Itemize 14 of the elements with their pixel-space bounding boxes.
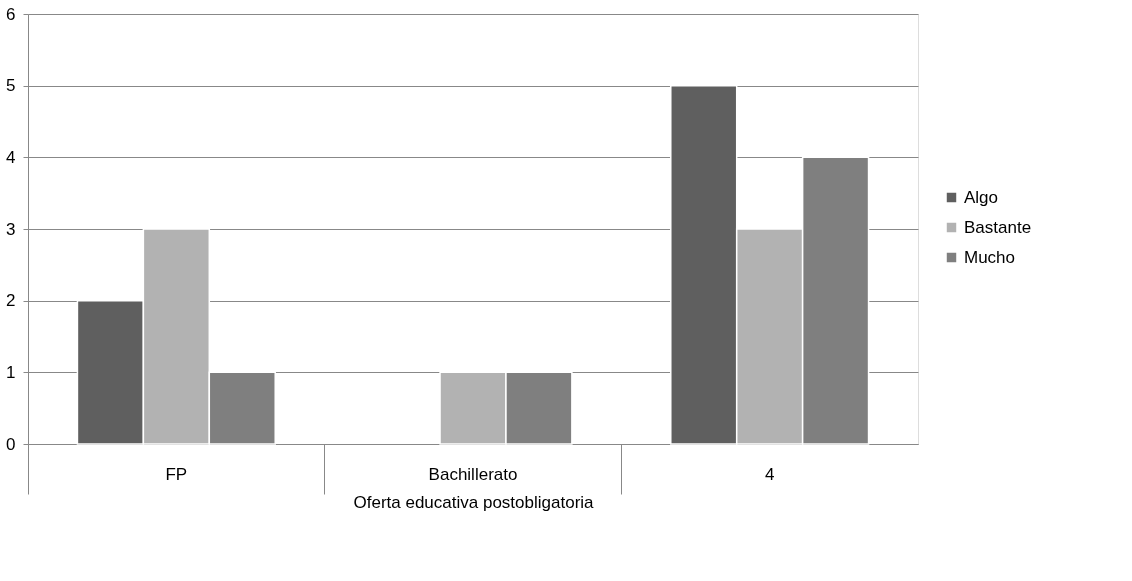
legend-label: Algo — [964, 187, 999, 207]
legend-label: Mucho — [964, 247, 1016, 267]
y-tick-label: 2 — [6, 291, 16, 311]
x-tick-label: Bachillerato — [428, 464, 518, 484]
y-tick-label: 5 — [6, 76, 16, 96]
x-axis-title: Oferta educativa postobligatoria — [353, 493, 595, 512]
y-tick-label: 6 — [6, 4, 16, 24]
y-tick-label: 1 — [6, 362, 16, 382]
legend-label: Bastante — [964, 217, 1032, 237]
y-tick-label: 0 — [6, 434, 16, 454]
x-tick-label: FP — [165, 464, 188, 484]
x-tick-label: 4 — [764, 464, 775, 484]
y-tick-label: 4 — [6, 147, 16, 167]
y-tick-label: 3 — [6, 219, 16, 239]
